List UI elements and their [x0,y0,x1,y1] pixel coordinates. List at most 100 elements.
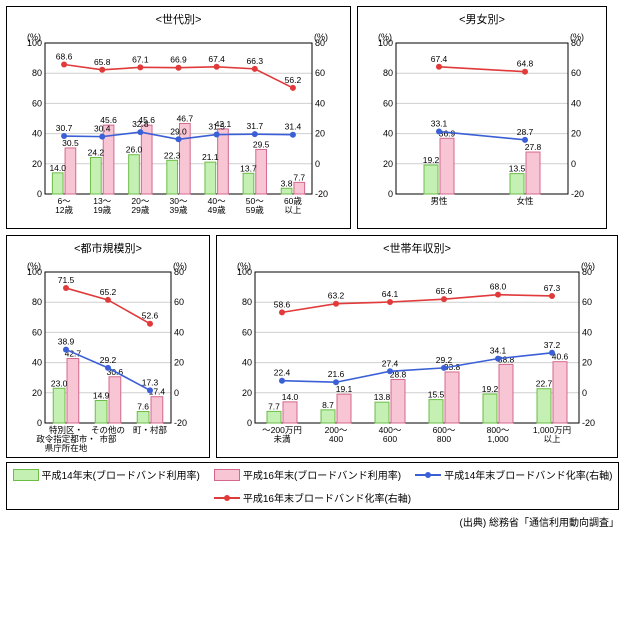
svg-text:27.8: 27.8 [525,142,542,152]
legend-h16bar: 平成16年末(ブロードバンド利用率) [214,467,401,482]
svg-text:13.7: 13.7 [240,163,257,173]
svg-text:男性: 男性 [430,196,448,206]
svg-text:52.6: 52.6 [142,311,159,321]
svg-text:14.9: 14.9 [93,391,110,401]
svg-text:14.0: 14.0 [49,163,66,173]
svg-text:7.7: 7.7 [293,172,305,182]
svg-text:20: 20 [315,129,325,139]
svg-text:(%): (%) [173,261,187,271]
svg-text:13.8: 13.8 [374,392,391,402]
svg-text:8.7: 8.7 [322,400,334,410]
svg-text:以上: 以上 [284,205,302,215]
title-income: <世帯年収別> [221,240,613,256]
svg-text:3.8: 3.8 [281,178,293,188]
svg-text:80: 80 [32,297,42,307]
svg-text:27.4: 27.4 [382,358,399,368]
svg-text:(%): (%) [27,261,41,271]
svg-text:20: 20 [32,159,42,169]
svg-text:40: 40 [383,129,393,139]
svg-text:66.9: 66.9 [170,55,187,65]
svg-text:28.7: 28.7 [517,127,534,137]
svg-text:38.9: 38.9 [58,337,75,347]
title-sex: <男女別> [362,11,602,27]
svg-text:58.6: 58.6 [274,299,291,309]
svg-text:30.4: 30.4 [94,124,111,134]
legend-h16line: 平成16年末ブロードバンド化率(右軸) [214,490,411,505]
svg-text:40: 40 [174,327,184,337]
svg-text:31.4: 31.4 [285,122,302,132]
panel-income: <世帯年収別>020406080100-20020406080(%)(%)7.7… [216,235,618,458]
svg-text:0: 0 [582,388,587,398]
svg-text:49歳: 49歳 [208,205,226,215]
svg-text:39歳: 39歳 [170,205,188,215]
svg-text:32.8: 32.8 [132,119,149,129]
svg-text:60: 60 [582,297,592,307]
svg-text:80: 80 [383,68,393,78]
svg-text:60: 60 [315,68,325,78]
svg-text:40: 40 [32,129,42,139]
svg-text:-20: -20 [582,418,595,428]
svg-text:30.7: 30.7 [56,123,73,133]
svg-text:60: 60 [32,98,42,108]
svg-text:65.2: 65.2 [100,287,117,297]
svg-text:19.2: 19.2 [423,155,440,165]
svg-text:22.7: 22.7 [536,379,553,389]
svg-text:64.8: 64.8 [517,59,534,69]
svg-text:29歳: 29歳 [131,205,149,215]
svg-text:20: 20 [174,358,184,368]
chart-city: 020406080100-20020406080(%)(%)23.042.7特別… [11,258,205,453]
svg-text:67.3: 67.3 [544,283,561,293]
svg-text:800: 800 [437,434,451,444]
svg-text:68.6: 68.6 [56,52,73,62]
svg-text:0: 0 [315,159,320,169]
svg-text:600: 600 [383,434,397,444]
svg-text:0: 0 [37,418,42,428]
svg-text:20: 20 [32,388,42,398]
svg-text:40: 40 [32,358,42,368]
svg-text:22.4: 22.4 [274,368,291,378]
svg-text:46.7: 46.7 [177,113,194,123]
svg-text:30.5: 30.5 [62,138,79,148]
svg-text:31.5: 31.5 [208,122,225,132]
svg-text:60: 60 [32,327,42,337]
svg-text:64.1: 64.1 [382,289,399,299]
title-city: <都市規模別> [11,240,205,256]
svg-text:(%): (%) [314,32,328,42]
svg-text:市部: 市部 [99,434,117,444]
svg-text:60: 60 [242,327,252,337]
svg-text:(%): (%) [237,261,251,271]
svg-text:60: 60 [571,68,581,78]
svg-text:未満: 未満 [273,434,291,444]
legend-h14line: 平成14年末ブロードバンド化率(右軸) [415,467,612,482]
legend: 平成14年末(ブロードバンド利用率) 平成16年末(ブロードバンド利用率) 平成14… [6,462,619,510]
svg-text:21.1: 21.1 [202,152,219,162]
svg-text:7.6: 7.6 [137,402,149,412]
svg-text:29.0: 29.0 [170,126,187,136]
svg-text:20: 20 [383,159,393,169]
svg-text:-20: -20 [315,189,328,199]
svg-text:24.2: 24.2 [88,147,105,157]
svg-text:21.6: 21.6 [328,369,345,379]
svg-text:37.2: 37.2 [544,340,561,350]
svg-text:20: 20 [571,129,581,139]
source: (出典) 総務省「通信利用動向調査」 [6,514,619,529]
legend-h14bar: 平成14年末(ブロードバンド利用率) [13,467,200,482]
svg-text:60: 60 [383,98,393,108]
svg-text:12歳: 12歳 [55,205,73,215]
chart-income: 020406080100-20020406080(%)(%)7.714.0～20… [221,258,613,453]
svg-text:68.0: 68.0 [490,282,507,292]
svg-text:1,000: 1,000 [487,434,509,444]
svg-text:20: 20 [242,388,252,398]
svg-text:56.2: 56.2 [285,75,302,85]
svg-text:23.0: 23.0 [51,378,68,388]
svg-text:(%): (%) [581,261,595,271]
svg-text:40: 40 [315,98,325,108]
svg-text:0: 0 [174,388,179,398]
svg-text:-20: -20 [571,189,584,199]
svg-text:80: 80 [32,68,42,78]
svg-text:80: 80 [242,297,252,307]
svg-text:(%): (%) [27,32,41,42]
svg-text:19.1: 19.1 [336,384,353,394]
svg-text:71.5: 71.5 [58,275,75,285]
svg-text:15.5: 15.5 [428,390,445,400]
